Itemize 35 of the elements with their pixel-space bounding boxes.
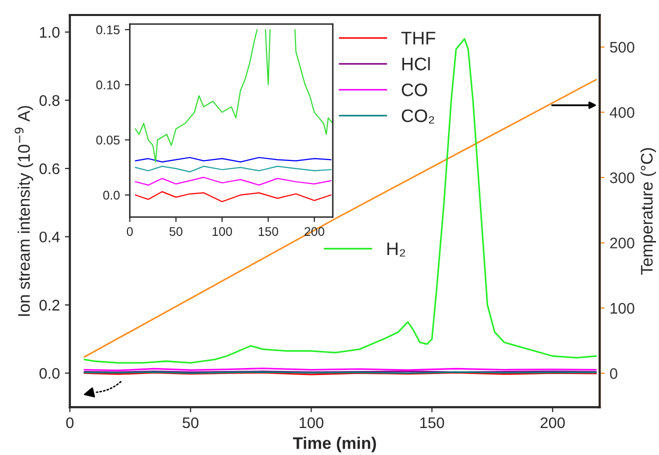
y-tick-label: 0.4 — [39, 232, 60, 242]
x-tick-label: 0 — [66, 417, 74, 428]
y-axis-title: Ion stream intensity (10$^{−9}$ A) — [14, 106, 34, 316]
x-tick-label: 100 — [212, 227, 232, 236]
y-tick-label: 0.2 — [39, 300, 60, 311]
y2-tick-label: 500 — [610, 42, 634, 53]
y2-tick-label: 300 — [610, 172, 634, 184]
x-axis-title: Time (min) — [292, 436, 376, 452]
y2-tick-label: 400 — [610, 107, 634, 118]
x-tick-label: 0 — [126, 227, 133, 236]
legend-label: THF — [401, 32, 436, 44]
y-tick-label: 1.0 — [40, 26, 60, 38]
y-tick-label: 0.15 — [96, 25, 120, 34]
x-tick-label: 50 — [170, 227, 182, 236]
y2-tick-label: 0 — [610, 368, 618, 379]
y-tick-label: 0.8 — [39, 95, 60, 106]
x-tick-label: 200 — [540, 417, 565, 428]
y-tick-label: 0.10 — [96, 80, 120, 90]
legend-label: CO — [402, 83, 428, 96]
y-tick-label: 0.0 — [103, 190, 120, 200]
x-tick-label: 150 — [258, 227, 278, 236]
line-series — [134, 191, 332, 202]
legend-label: CO₂ — [402, 109, 434, 124]
y2-tick-label: 100 — [610, 302, 634, 314]
y-tick-label: 0.0 — [39, 368, 60, 379]
line-series — [134, 176, 332, 186]
x-tick-label: 150 — [420, 417, 444, 428]
y-tick-label: 0.6 — [39, 163, 60, 174]
legend-label: HCl — [402, 57, 430, 70]
y2-axis-title: Temperature (°C) — [640, 148, 656, 275]
y-tick-label: 0.05 — [96, 136, 120, 145]
legend-label: H₂ — [387, 242, 406, 257]
x-tick-label: 50 — [182, 417, 198, 428]
y2-tick-label: 200 — [610, 238, 634, 248]
x-tick-label: 100 — [300, 417, 324, 428]
